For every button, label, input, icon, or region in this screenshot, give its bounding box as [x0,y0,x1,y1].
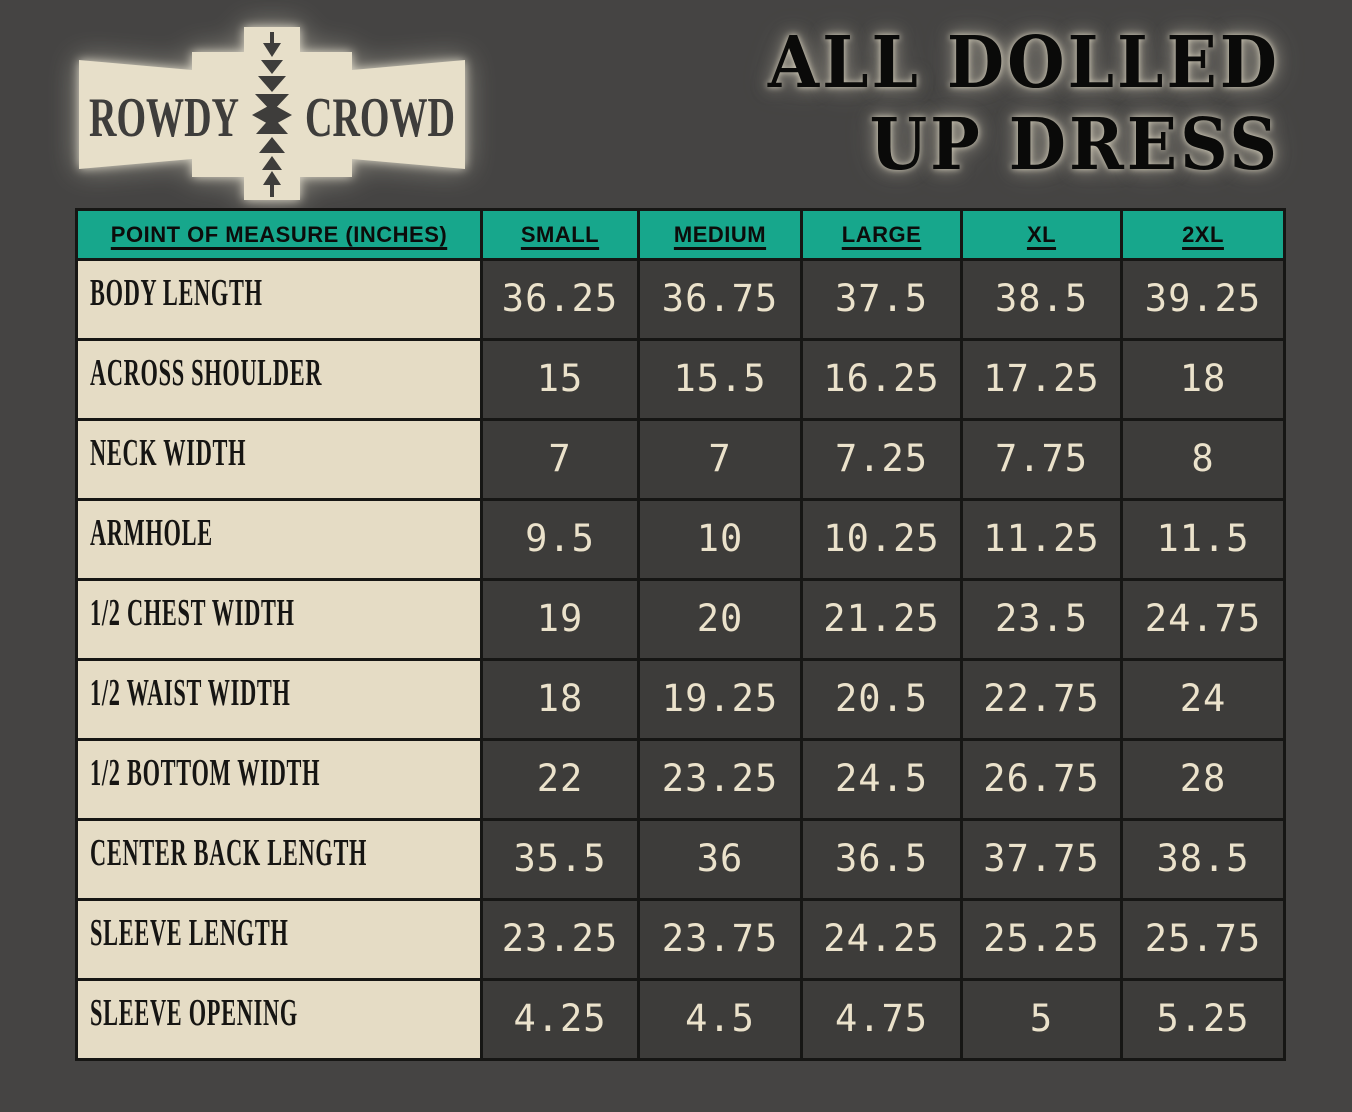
size-value: 19.25 [637,658,803,741]
size-value: 5 [960,978,1123,1061]
column-header-medium: MEDIUM [637,208,803,261]
size-value: 15.5 [637,338,803,421]
size-value: 36 [637,818,803,901]
size-value: 28 [1120,738,1286,821]
product-title: ALL DOLLED UP DRESS [767,18,1280,186]
size-value: 11.5 [1120,498,1286,581]
size-value: 10.25 [800,498,963,581]
size-value: 19 [480,578,640,661]
size-value: 25.75 [1120,898,1286,981]
size-value: 4.25 [480,978,640,1061]
column-header-point-of-measure: POINT OF MEASURE (INCHES) [75,208,483,261]
size-value: 38.5 [960,258,1123,341]
row-label-body-length: BODY LENGTH [75,258,483,341]
size-value: 36.25 [480,258,640,341]
size-value: 4.75 [800,978,963,1061]
size-value: 26.75 [960,738,1123,821]
size-value: 15 [480,338,640,421]
size-value: 7 [480,418,640,501]
logo-text-crowd: CROWD [305,87,455,149]
table-row: ARMHOLE 9.5 10 10.25 11.25 11.5 [75,498,1286,581]
size-value: 11.25 [960,498,1123,581]
table-row: CENTER BACK LENGTH 35.5 36 36.5 37.75 38… [75,818,1286,901]
product-title-line1: ALL DOLLED [767,20,1280,105]
size-value: 25.25 [960,898,1123,981]
size-value: 38.5 [1120,818,1286,901]
table-row: 1/2 CHEST WIDTH 19 20 21.25 23.5 24.75 [75,578,1286,661]
table-row: BODY LENGTH 36.25 36.75 37.5 38.5 39.25 [75,258,1286,341]
size-value: 36.75 [637,258,803,341]
row-label-sleeve-length: SLEEVE LENGTH [75,898,483,981]
size-value: 4.5 [637,978,803,1061]
row-label-armhole: ARMHOLE [75,498,483,581]
aztec-arrow-motif-icon [252,32,292,197]
table-row: NECK WIDTH 7 7 7.25 7.75 8 [75,418,1286,501]
row-label-sleeve-opening: SLEEVE OPENING [75,978,483,1061]
size-chart-table: POINT OF MEASURE (INCHES) SMALL MEDIUM L… [75,208,1286,1061]
table-row: 1/2 WAIST WIDTH 18 19.25 20.5 22.75 24 [75,658,1286,741]
size-value: 21.25 [800,578,963,661]
size-value: 37.5 [800,258,963,341]
size-value: 22 [480,738,640,821]
column-header-small: SMALL [480,208,640,261]
size-value: 24 [1120,658,1286,741]
row-label-across-shoulder: ACROSS SHOULDER [75,338,483,421]
row-label-center-back-length: CENTER BACK LENGTH [75,818,483,901]
column-header-2xl: 2XL [1120,208,1286,261]
size-value: 7 [637,418,803,501]
row-label-half-bottom-width: 1/2 BOTTOM WIDTH [75,738,483,821]
size-value: 18 [1120,338,1286,421]
size-value: 39.25 [1120,258,1286,341]
column-header-large: LARGE [800,208,963,261]
brand-logo: ROWDY CROWD [79,27,465,200]
product-title-line2: UP DRESS [869,102,1280,187]
size-value: 37.75 [960,818,1123,901]
size-value: 16.25 [800,338,963,421]
size-value: 10 [637,498,803,581]
size-value: 5.25 [1120,978,1286,1061]
size-value: 8 [1120,418,1286,501]
table-row: SLEEVE LENGTH 23.25 23.75 24.25 25.25 25… [75,898,1286,981]
size-value: 7.25 [800,418,963,501]
column-header-xl: XL [960,208,1123,261]
row-label-half-waist-width: 1/2 WAIST WIDTH [75,658,483,741]
size-value: 17.25 [960,338,1123,421]
size-value: 18 [480,658,640,741]
size-value: 24.5 [800,738,963,821]
table-row: ACROSS SHOULDER 15 15.5 16.25 17.25 18 [75,338,1286,421]
size-value: 9.5 [480,498,640,581]
size-value: 23.75 [637,898,803,981]
size-value: 23.25 [637,738,803,821]
size-value: 23.5 [960,578,1123,661]
logo-text-rowdy: ROWDY [89,87,239,149]
table-row: SLEEVE OPENING 4.25 4.5 4.75 5 5.25 [75,978,1286,1061]
size-value: 20 [637,578,803,661]
table-header-row: POINT OF MEASURE (INCHES) SMALL MEDIUM L… [75,208,1286,261]
size-value: 20.5 [800,658,963,741]
size-value: 7.75 [960,418,1123,501]
size-value: 22.75 [960,658,1123,741]
size-value: 24.25 [800,898,963,981]
row-label-half-chest-width: 1/2 CHEST WIDTH [75,578,483,661]
table-row: 1/2 BOTTOM WIDTH 22 23.25 24.5 26.75 28 [75,738,1286,821]
row-label-neck-width: NECK WIDTH [75,418,483,501]
size-value: 24.75 [1120,578,1286,661]
size-value: 23.25 [480,898,640,981]
size-value: 36.5 [800,818,963,901]
size-value: 35.5 [480,818,640,901]
